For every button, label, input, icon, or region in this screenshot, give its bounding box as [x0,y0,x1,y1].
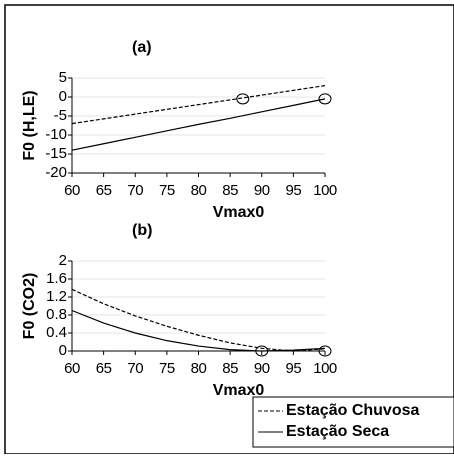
y-tick-label: -10 [45,126,67,143]
x-tick-label: 65 [96,360,112,377]
y-axis-label: F0 (CO2) [21,273,38,340]
x-tick-label: 65 [96,182,112,199]
x-tick-label: 100 [313,182,337,199]
y-tick-label: 0.4 [46,324,67,341]
x-tick-label: 70 [127,360,143,377]
x-tick-label: 80 [191,182,207,199]
x-tick-label: 80 [191,360,207,377]
panel-label: (a) [132,39,152,56]
y-tick-label: 0.8 [46,306,67,323]
series-line [71,98,326,151]
y-tick-label: -5 [54,107,67,124]
series-line [71,288,326,352]
marker-circle [255,345,269,357]
series-line [71,85,326,125]
x-tick-label: 90 [254,360,270,377]
legend-label: Estação Seca [286,423,389,440]
y-tick-label: 0 [59,342,67,359]
x-tick-label: 100 [313,360,337,377]
y-tick-label: -15 [45,145,67,162]
marker-circle [318,93,332,105]
x-tick-label: 60 [64,360,80,377]
y-tick-label: 5 [59,69,67,86]
y-tick-label: -20 [45,164,67,181]
y-tick-label: 0 [59,88,67,105]
x-axis-label: Vmax0 [213,204,265,221]
legend-label: Estação Chuvosa [286,402,419,419]
x-tick-label: 70 [127,182,143,199]
y-axis-label: F0 (H,LE) [21,90,38,160]
panel-label: (b) [132,222,152,239]
x-tick-label: 95 [286,182,302,199]
x-tick-label: 95 [286,360,302,377]
x-tick-label: 85 [222,182,238,199]
x-tick-label: 75 [159,360,175,377]
marker-circle [318,345,332,357]
x-tick-label: 75 [159,182,175,199]
legend-box [252,396,454,448]
x-tick-label: 60 [64,182,80,199]
y-tick-label: 2 [59,252,67,269]
series-line [71,309,326,352]
y-tick-label: 1.2 [46,288,67,305]
x-tick-label: 85 [222,360,238,377]
y-tick-label: 1.6 [46,270,67,287]
x-axis-label: Vmax0 [213,382,265,399]
x-tick-label: 90 [254,182,270,199]
marker-circle [236,93,250,105]
